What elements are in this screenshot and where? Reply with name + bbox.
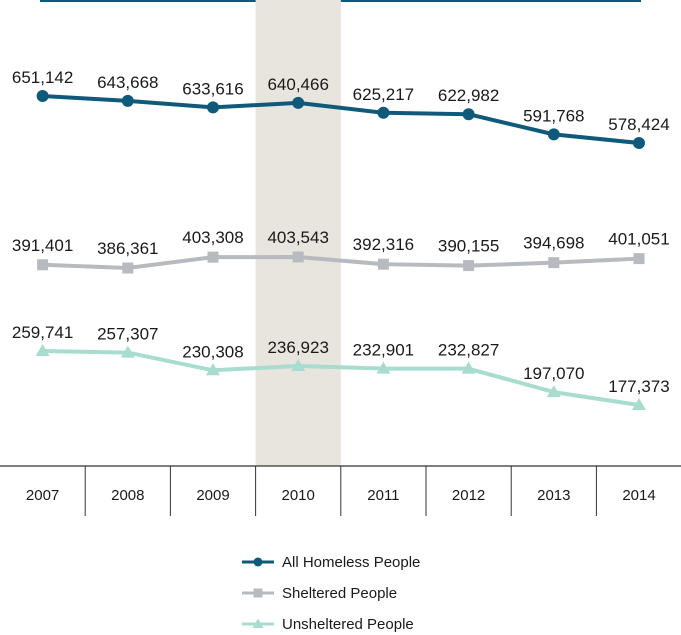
data-point (35, 344, 50, 356)
data-label: 230,308 (182, 342, 243, 361)
x-tick-label: 2010 (282, 487, 315, 504)
series-line-all-homeless-people (42, 94, 640, 145)
x-tick-label: 2011 (367, 487, 399, 504)
legend-marker (252, 618, 264, 628)
data-label: 386,361 (97, 239, 158, 258)
data-label: 403,543 (267, 228, 328, 247)
data-point (36, 90, 49, 102)
data-label: 401,051 (608, 230, 669, 249)
data-point (547, 128, 560, 141)
data-point (121, 94, 134, 107)
data-point (377, 106, 390, 119)
data-label: 391,401 (12, 236, 73, 255)
data-point (633, 253, 645, 265)
data-point (206, 363, 220, 376)
legend-marker (253, 588, 263, 598)
data-point (546, 385, 561, 398)
legend-label: Unsheltered People (282, 616, 414, 633)
x-tick-label: 2008 (111, 487, 144, 504)
data-label: 591,768 (523, 106, 584, 125)
x-tick-label: 2012 (452, 487, 485, 504)
data-label: 177,373 (608, 377, 669, 396)
data-point (461, 361, 476, 374)
data-label: 392,316 (353, 235, 414, 254)
data-point (207, 251, 219, 263)
data-label: 622,982 (438, 86, 499, 105)
data-point (463, 260, 475, 272)
highlight-band (255, 0, 341, 466)
data-point (292, 251, 304, 263)
x-tick-label: 2007 (26, 487, 59, 504)
data-label: 236,923 (267, 338, 328, 357)
x-tick-label: 2014 (622, 487, 655, 504)
data-label: 232,901 (353, 341, 414, 360)
data-label: 403,308 (182, 228, 243, 247)
data-point (548, 257, 560, 269)
data-point (120, 345, 135, 358)
data-label: 259,741 (12, 323, 73, 342)
data-label: 232,827 (438, 341, 499, 360)
x-tick-label: 2013 (537, 487, 570, 504)
data-label: 640,466 (267, 75, 328, 94)
data-label: 625,217 (353, 85, 414, 104)
data-label: 197,070 (523, 364, 584, 383)
data-label: 643,668 (97, 73, 158, 92)
data-label: 651,142 (12, 68, 73, 87)
data-label: 394,698 (523, 234, 584, 253)
legend-label: All Homeless People (282, 554, 420, 571)
data-point (376, 361, 391, 374)
data-point (633, 137, 645, 149)
data-point (462, 108, 475, 121)
data-point (292, 96, 305, 109)
data-point (37, 259, 49, 271)
data-label: 633,616 (182, 79, 243, 98)
data-label: 257,307 (97, 325, 158, 344)
data-point (632, 398, 646, 410)
data-label: 390,155 (438, 237, 499, 256)
data-point (291, 358, 306, 371)
legend-label: Sheltered People (282, 585, 397, 602)
x-tick-label: 2009 (196, 487, 229, 504)
data-point (122, 262, 134, 274)
data-label: 578,424 (608, 115, 669, 134)
series-line-unsheltered-people (42, 349, 640, 407)
data-point (207, 101, 219, 114)
series-line-sheltered-people (42, 255, 640, 270)
legend-marker (253, 557, 263, 567)
data-point (377, 258, 389, 270)
